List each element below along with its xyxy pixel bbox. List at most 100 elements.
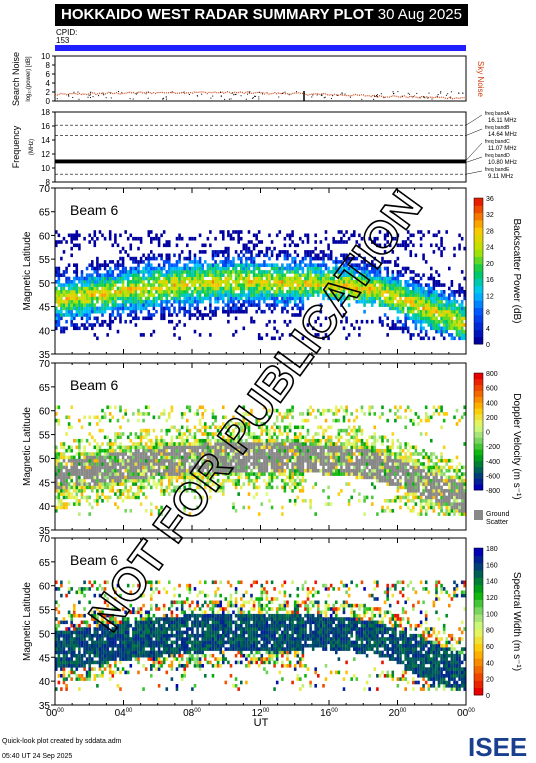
scatter-cell xyxy=(281,478,284,483)
scatter-cell xyxy=(119,482,122,486)
scatter-cell xyxy=(78,306,81,311)
scatter-cell xyxy=(327,465,330,470)
scatter-cell xyxy=(455,306,459,311)
noise-dot xyxy=(87,96,89,98)
scatter-cell xyxy=(414,283,418,287)
scatter-cell xyxy=(162,260,166,264)
scatter-cell xyxy=(132,475,135,480)
scatter-cell xyxy=(178,458,181,463)
scatter-cell xyxy=(373,438,377,443)
scatter-cell xyxy=(157,236,161,241)
scatter-cell xyxy=(150,448,153,453)
scatter-cell xyxy=(363,445,366,450)
scatter-cell xyxy=(157,253,161,258)
scatter-cell xyxy=(373,455,377,460)
scatter-cell xyxy=(191,303,194,307)
scatter-cell xyxy=(180,280,184,284)
scatter-cell xyxy=(204,465,207,470)
colorbar-tick-label: 8 xyxy=(486,310,490,317)
scatter-cell xyxy=(283,319,287,324)
scatter-cell xyxy=(378,455,382,460)
scatter-cell xyxy=(396,270,400,274)
scatter-cell xyxy=(275,253,279,258)
scatter-cell xyxy=(75,309,79,314)
colorbar-tick-label: 28 xyxy=(486,228,494,235)
scatter-cell xyxy=(440,253,443,258)
scatter-cell xyxy=(245,283,248,287)
scatter-cell xyxy=(91,290,94,294)
scatter-cell xyxy=(388,499,392,503)
scatter-cell xyxy=(232,263,235,267)
scatter-cell xyxy=(237,438,240,443)
scatter-cell xyxy=(376,266,379,271)
scatter-cell xyxy=(383,468,387,473)
scatter-cell xyxy=(363,303,366,307)
scatter-cell xyxy=(119,270,122,274)
scatter-cell xyxy=(67,455,71,460)
scatter-cell xyxy=(242,448,246,453)
scatter-cell xyxy=(209,448,212,453)
scatter-cell xyxy=(386,445,389,450)
scatter-cell xyxy=(70,425,73,430)
scatter-cell xyxy=(317,468,320,473)
scatter-cell xyxy=(237,475,240,480)
scatter-cell xyxy=(394,468,397,473)
scatter-cell xyxy=(381,280,384,284)
scatter-cell xyxy=(327,448,330,453)
scatter-cell xyxy=(340,296,343,301)
scatter-cell xyxy=(324,283,328,287)
scatter-cell xyxy=(378,468,382,473)
scatter-cell xyxy=(314,253,317,258)
scatter-cell xyxy=(108,270,112,274)
scatter-cell xyxy=(324,266,328,271)
scatter-cell xyxy=(132,283,135,287)
scatter-cell xyxy=(55,465,58,470)
scatter-cell xyxy=(440,283,443,287)
scatter-cell xyxy=(160,296,163,301)
scatter-cell xyxy=(129,468,133,473)
scatter-cell xyxy=(255,492,258,496)
scatter-cell xyxy=(288,438,292,443)
scatter-cell xyxy=(204,452,207,456)
scatter-cell xyxy=(371,442,374,446)
scatter-cell xyxy=(278,270,282,274)
noise-dot xyxy=(220,91,222,93)
scatter-cell xyxy=(391,442,395,446)
scatter-cell xyxy=(250,412,253,416)
scatter-cell xyxy=(319,273,323,277)
scatter-cell xyxy=(83,286,86,291)
scatter-cell xyxy=(391,445,395,450)
scatter-cell xyxy=(255,418,258,423)
scatter-cell xyxy=(322,455,325,460)
scatter-cell xyxy=(324,253,328,258)
scatter-cell xyxy=(401,326,405,331)
scatter-cell xyxy=(327,280,330,284)
scatter-cell xyxy=(319,458,323,463)
scatter-cell xyxy=(455,333,459,337)
scatter-cell xyxy=(317,270,320,274)
scatter-cell xyxy=(445,230,448,234)
scatter-cell xyxy=(255,472,258,476)
scatter-cell xyxy=(57,495,61,500)
scatter-cell xyxy=(157,458,161,463)
scatter-cell xyxy=(57,309,61,314)
scatter-cell xyxy=(288,478,292,483)
scatter-cell xyxy=(396,455,400,460)
scatter-cell xyxy=(388,283,392,287)
scatter-cell xyxy=(399,442,402,446)
scatter-cell xyxy=(383,286,387,291)
scatter-cell xyxy=(368,462,371,466)
scatter-cell xyxy=(132,299,135,304)
scatter-cell xyxy=(209,316,212,321)
scatter-cell xyxy=(260,425,264,430)
scatter-cell xyxy=(345,428,348,433)
scatter-cell xyxy=(245,472,248,476)
scatter-cell xyxy=(273,472,276,476)
scatter-cell xyxy=(371,290,374,294)
scatter-cell xyxy=(55,299,58,304)
scatter-cell xyxy=(448,286,451,291)
scatter-cell xyxy=(129,485,133,490)
scatter-cell xyxy=(296,452,300,456)
scatter-cell xyxy=(427,336,431,341)
scatter-cell xyxy=(427,290,431,294)
